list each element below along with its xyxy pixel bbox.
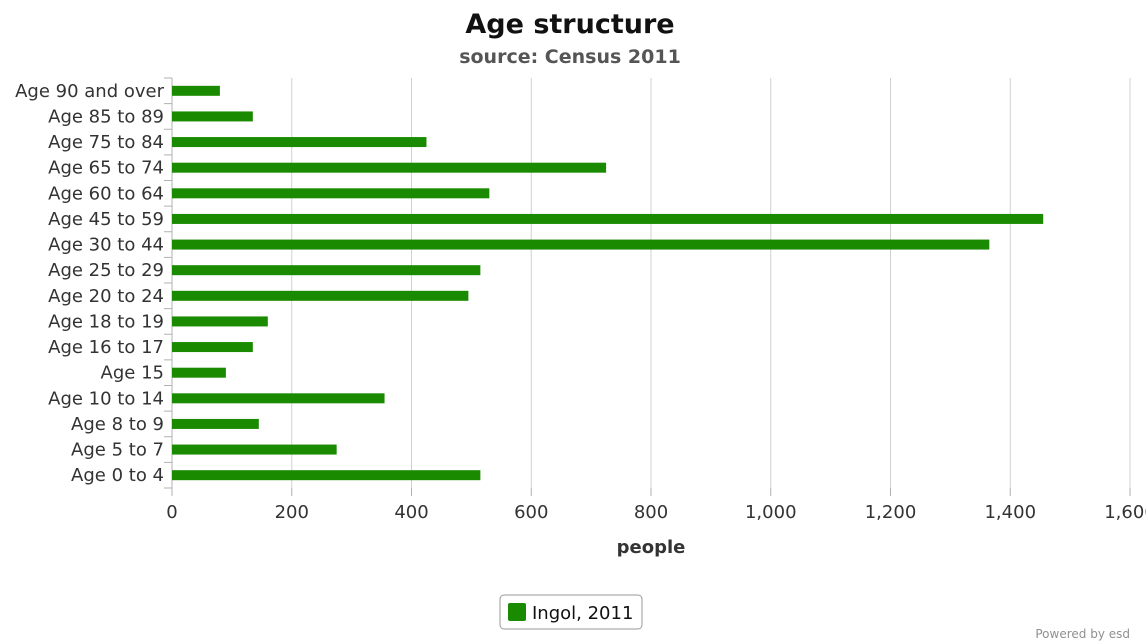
x-axis-tick-label: 1,600 <box>1104 502 1146 523</box>
bar[interactable] <box>172 367 226 378</box>
category-label: Age 8 to 9 <box>71 414 164 435</box>
x-axis-tick-label: 1,000 <box>745 502 797 523</box>
bar[interactable] <box>172 342 253 353</box>
category-label: Age 5 to 7 <box>71 440 164 461</box>
category-label: Age 18 to 19 <box>48 311 164 332</box>
x-axis-tick-label: 1,200 <box>865 502 917 523</box>
legend-box <box>499 594 643 630</box>
legend-swatch <box>508 603 526 621</box>
bar[interactable] <box>172 85 220 96</box>
x-axis-tick-label: 600 <box>514 502 548 523</box>
category-axis-labels: Age 90 and over Age 85 to 89 Age 75 to 84 A… <box>15 77 172 489</box>
category-label: Age 10 to 14 <box>48 388 164 409</box>
bar[interactable] <box>172 470 481 481</box>
bar[interactable] <box>172 162 607 173</box>
legend[interactable]: Ingol, 2011 <box>499 594 643 630</box>
bar[interactable] <box>172 111 253 122</box>
chart-title: Age structure <box>465 9 674 40</box>
category-label: Age 25 to 29 <box>48 260 164 281</box>
category-label: Age 85 to 89 <box>48 106 164 127</box>
category-label: Age 75 to 84 <box>48 132 164 153</box>
category-label: Age 90 and over <box>15 81 164 102</box>
category-label: Age 16 to 17 <box>48 337 164 358</box>
category-label: Age 15 <box>101 363 164 384</box>
bar[interactable] <box>172 265 481 276</box>
x-axis-tick-label: 1,400 <box>984 502 1036 523</box>
category-label: Age 60 to 64 <box>48 183 164 204</box>
bar[interactable] <box>172 213 1044 224</box>
x-axis-tick-label: 400 <box>394 502 428 523</box>
bar[interactable] <box>172 137 427 148</box>
category-label: Age 30 to 44 <box>48 235 164 256</box>
category-label: Age 0 to 4 <box>71 465 164 486</box>
bar[interactable] <box>172 418 259 429</box>
x-axis-title: people <box>617 537 686 558</box>
x-axis-tick-label: 800 <box>634 502 668 523</box>
credits-link[interactable]: Powered by esd <box>1035 627 1130 641</box>
legend-item-label[interactable]: Ingol, 2011 <box>532 603 633 624</box>
bar[interactable] <box>172 393 385 404</box>
bar[interactable] <box>172 239 990 250</box>
bar[interactable] <box>172 444 337 455</box>
bar[interactable] <box>172 188 490 199</box>
x-axis-tick-label: 0 <box>166 502 177 523</box>
category-label: Age 20 to 24 <box>48 286 164 307</box>
category-label: Age 65 to 74 <box>48 158 164 179</box>
bar[interactable] <box>172 316 268 327</box>
x-axis-tick-label: 200 <box>275 502 309 523</box>
bar-series <box>172 85 1044 481</box>
category-label: Age 45 to 59 <box>48 209 164 230</box>
chart-subtitle: source: Census 2011 <box>459 46 681 68</box>
value-axis-tick-labels: 0 200 400 600 800 1,000 1,200 1,400 1,600 <box>166 502 1146 523</box>
bar[interactable] <box>172 290 469 301</box>
